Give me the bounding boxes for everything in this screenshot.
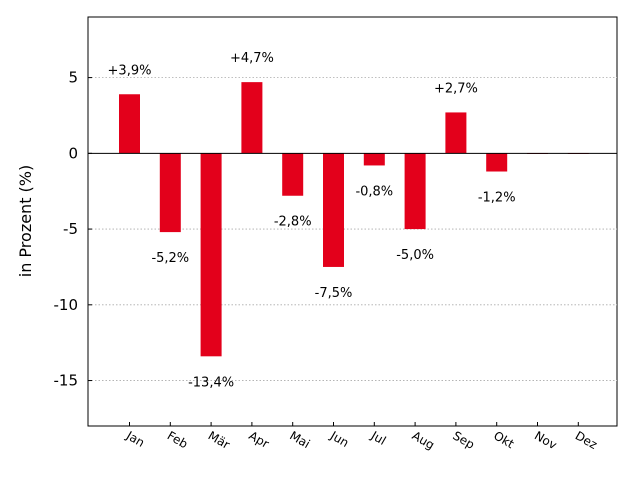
bar: [119, 94, 140, 154]
bar: [200, 153, 222, 357]
x-tick-label: Sep: [450, 428, 477, 451]
bar: [486, 153, 508, 172]
x-tick-label: Jul: [368, 428, 388, 448]
data-label: -0,8%: [355, 184, 393, 199]
data-label: -2,8%: [274, 215, 312, 230]
x-tick-label: Mär: [206, 428, 233, 451]
x-tick-label: Mai: [287, 428, 312, 451]
bar: [241, 82, 263, 154]
bar: [445, 112, 467, 154]
bars: [119, 82, 589, 357]
bar: [404, 153, 426, 230]
bar: [159, 153, 181, 233]
y-tick-label: -5: [63, 220, 78, 238]
data-label: +3,9%: [108, 63, 152, 78]
bar: [363, 153, 385, 166]
y-tick-label: 0: [68, 144, 78, 162]
data-label: -7,5%: [315, 286, 353, 301]
data-label: -1,2%: [478, 191, 516, 206]
x-tick-label: Nov: [532, 428, 559, 452]
plot-frame: [87, 16, 618, 427]
x-tick-label: Feb: [165, 428, 190, 451]
data-label: -5,2%: [151, 251, 189, 266]
bar: [282, 153, 304, 196]
x-tick-label: Aug: [410, 428, 437, 452]
y-tick-label: -15: [54, 372, 79, 390]
y-tick-label: -10: [54, 296, 79, 314]
x-axis-ticks: Jan Feb Mär Apr Mai Jun Jul Aug Sep Okt Nov Dez: [123, 422, 600, 452]
data-label: -5,0%: [396, 248, 434, 263]
data-label: +4,7%: [230, 51, 274, 66]
data-labels: +3,9% -5,2% -13,4% +4,7% -2,8% -7,5% -0,8% -5,0…: [108, 51, 516, 390]
x-tick-label: Jun: [327, 428, 351, 450]
x-tick-label: Apr: [246, 428, 271, 451]
y-tick-label: 5: [68, 69, 78, 87]
x-tick-label: Dez: [573, 428, 600, 452]
bar: [323, 153, 344, 267]
x-tick-label: Okt: [491, 428, 517, 451]
data-label: -13,4%: [188, 375, 234, 390]
x-tick-label: Jan: [123, 428, 147, 450]
y-axis-ticks: 5 0 -5 -10 -15: [54, 69, 92, 390]
y-axis-title: in Prozent (%): [16, 165, 35, 277]
data-label: +2,7%: [434, 81, 478, 96]
